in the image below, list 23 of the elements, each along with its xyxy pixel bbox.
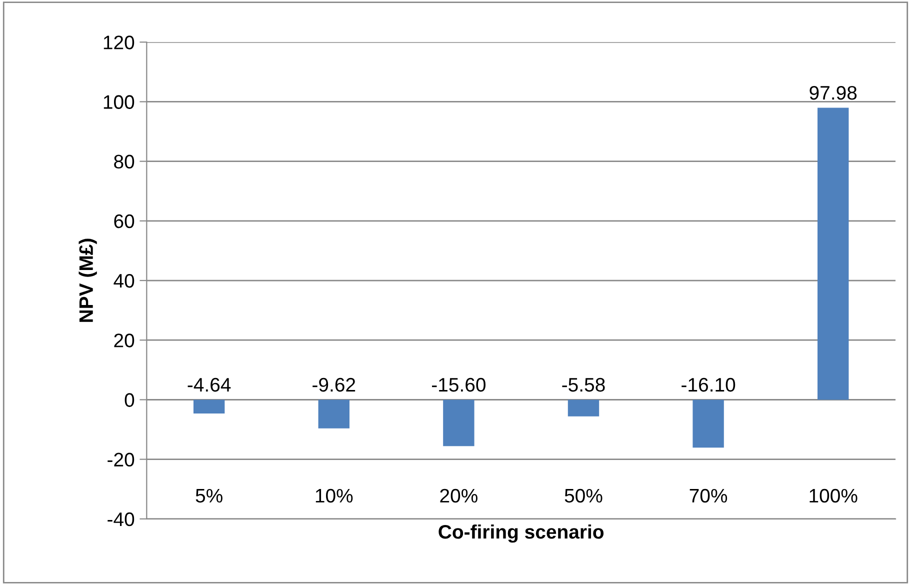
- y-tick-label: 80: [114, 154, 134, 169]
- data-label: -9.62: [312, 378, 356, 392]
- data-label: -16.10: [682, 378, 736, 392]
- y-tick-label: -20: [108, 452, 134, 467]
- x-tick-label: 20%: [440, 488, 478, 503]
- y-tick-label: 60: [114, 214, 134, 228]
- x-tick-label: 10%: [316, 488, 353, 503]
- y-tick-label: 40: [114, 274, 134, 288]
- data-label: -4.64: [188, 378, 231, 392]
- y-tick-label: -40: [108, 512, 134, 526]
- data-label: 97.98: [810, 86, 857, 100]
- y-axis-title: NPV (M£): [78, 238, 97, 322]
- x-tick-label: 50%: [564, 488, 602, 503]
- x-tick-label: 70%: [690, 488, 728, 503]
- x-tick-label: 100%: [810, 488, 858, 503]
- x-axis-title: Co-firing scenario: [438, 524, 604, 543]
- data-label: -15.60: [432, 378, 486, 392]
- y-tick-label: 20: [114, 334, 134, 348]
- y-tick-label: 100: [104, 95, 134, 109]
- y-tick-label: 0: [124, 393, 134, 407]
- data-label: -5.58: [562, 378, 605, 392]
- y-tick-label: 120: [104, 36, 134, 50]
- x-tick-label: 5%: [196, 488, 222, 503]
